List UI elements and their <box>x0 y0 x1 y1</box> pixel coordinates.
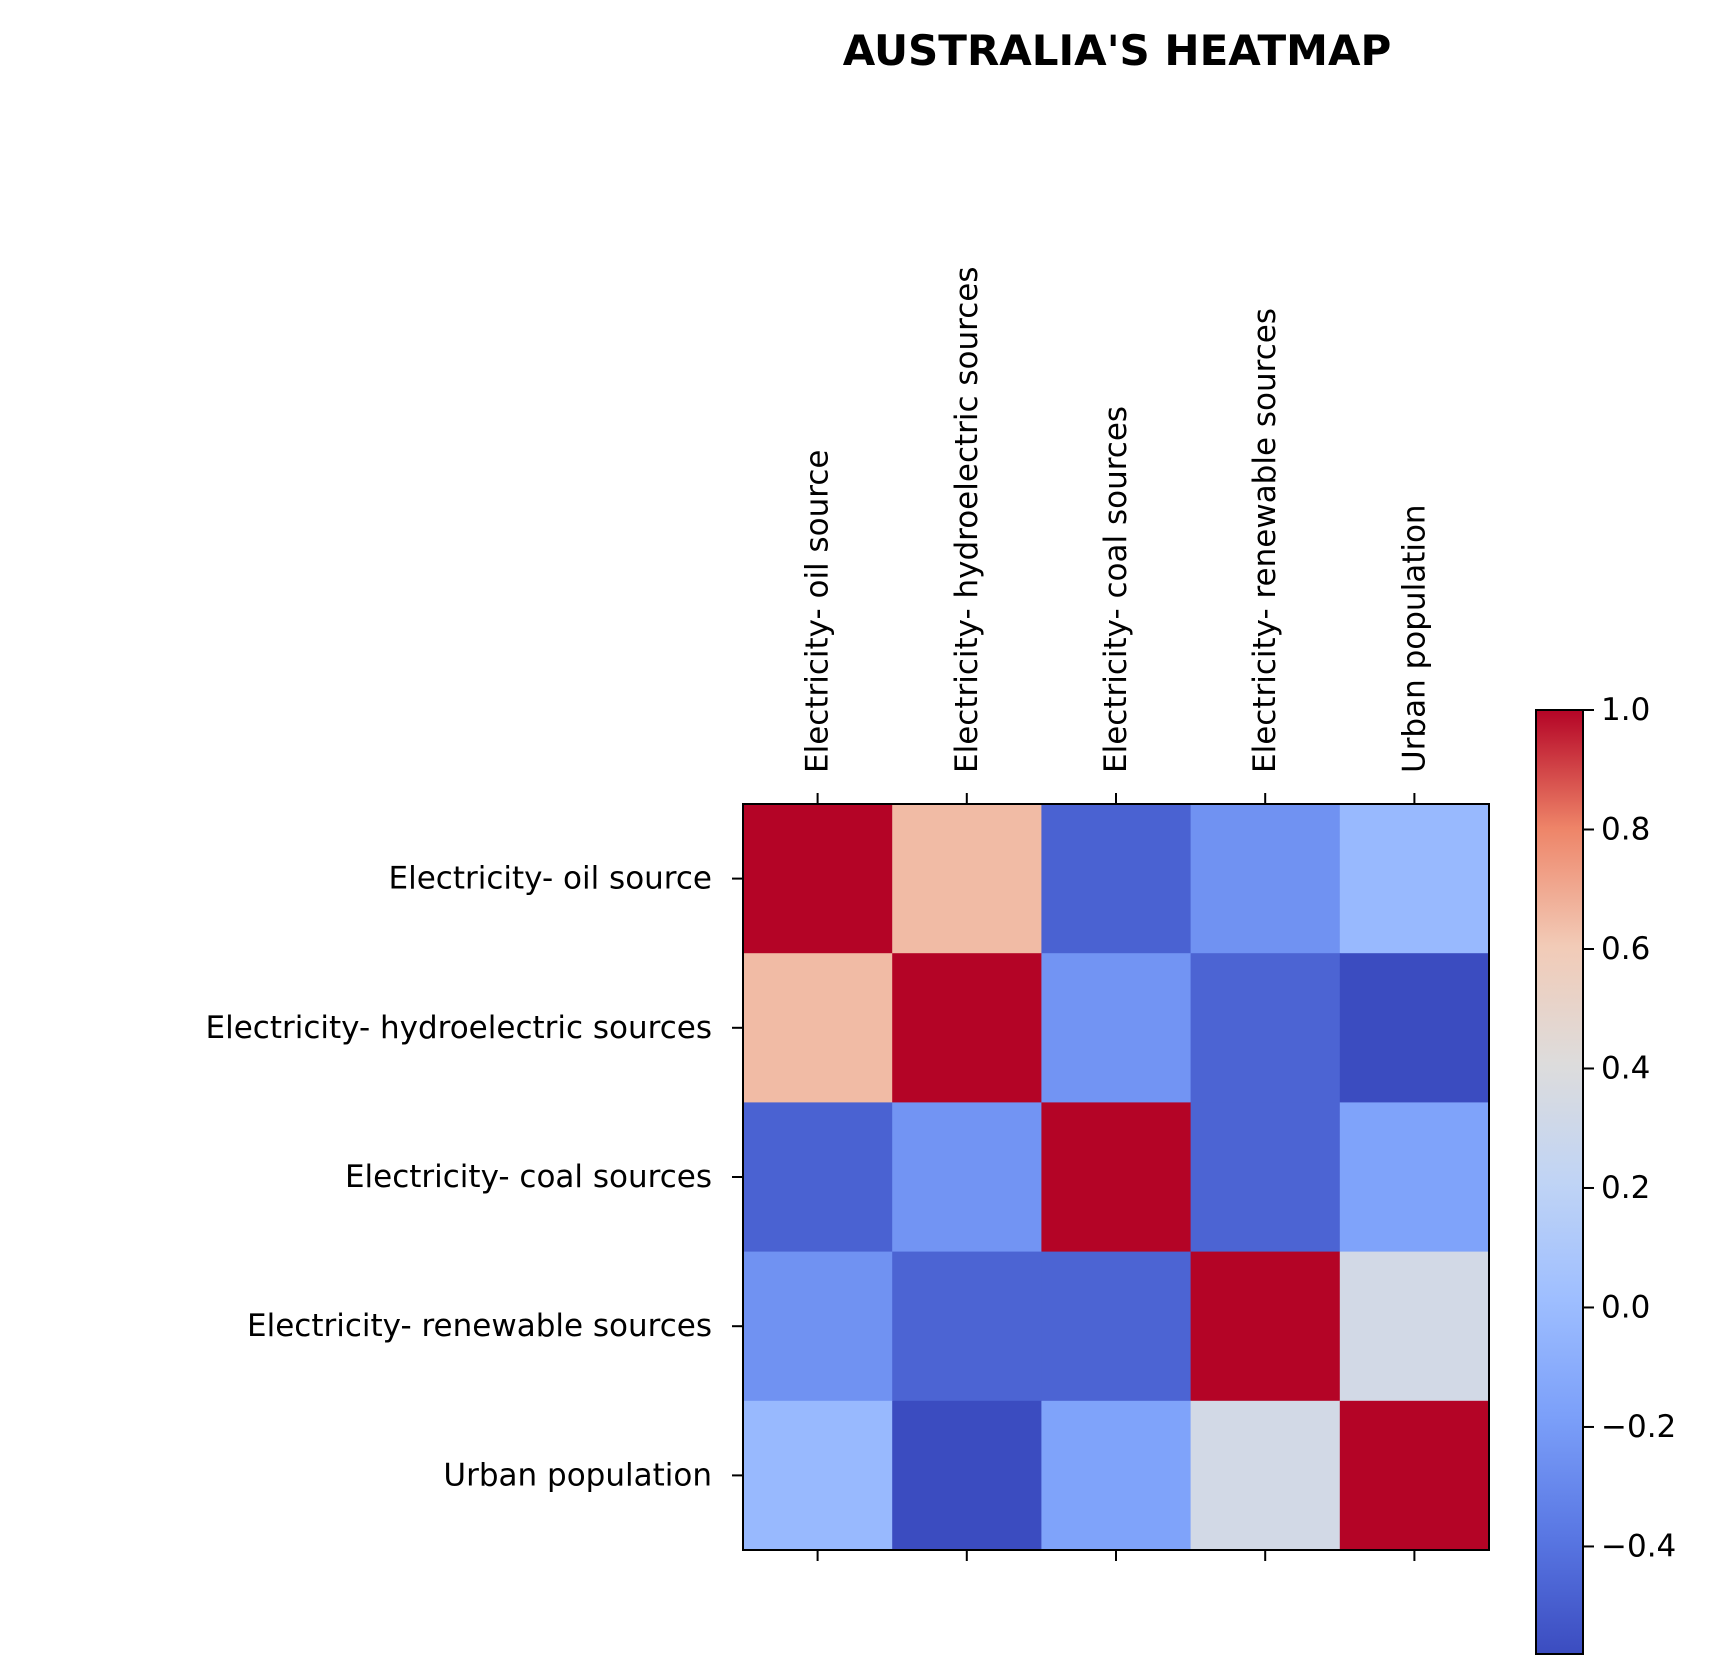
x-ticks-top: Electricity- oil source Electricity- hydr… <box>800 267 1432 804</box>
heatmap-cell <box>892 804 1042 954</box>
heatmap-cell <box>1041 1102 1192 1253</box>
x-tick-label: Electricity- coal sources <box>1098 406 1134 773</box>
heatmap-cell <box>743 1251 893 1402</box>
heatmap-cell <box>1190 953 1341 1103</box>
y-tick-label: Electricity- hydroelectric sources <box>206 1010 713 1046</box>
heatmap-cell <box>1190 804 1341 954</box>
colorbar-gradient <box>1535 709 1584 1655</box>
heatmap-cell <box>1339 1251 1490 1402</box>
colorbar: 1.0 0.8 0.6 0.4 0.2 0.0 −0.2 −0.4 <box>1535 692 1676 1655</box>
colorbar-tick-label: 1.0 <box>1601 692 1650 728</box>
y-tick-label: Urban population <box>443 1457 712 1493</box>
chart-title: AUSTRALIA'S HEATMAP <box>843 26 1392 75</box>
heatmap-cell <box>1339 1400 1490 1551</box>
heatmap-cell <box>743 1102 893 1253</box>
y-tick-label: Electricity- renewable sources <box>247 1308 712 1344</box>
heatmap-cell <box>1041 1400 1192 1551</box>
colorbar-ticks: 1.0 0.8 0.6 0.4 0.2 0.0 −0.2 −0.4 <box>1583 692 1676 1564</box>
heatmap-cell <box>892 1102 1042 1253</box>
heatmap-cell <box>1041 804 1192 954</box>
x-tick-label: Electricity- hydroelectric sources <box>949 267 985 774</box>
y-tick-label: Electricity- oil source <box>389 861 712 897</box>
heatmap-cell <box>892 1400 1042 1551</box>
y-ticks: Electricity- oil source Electricity- hydr… <box>206 861 743 1493</box>
colorbar-tick-label: −0.4 <box>1601 1528 1676 1564</box>
heatmap-cell <box>743 804 893 954</box>
heatmap-cell <box>1190 1102 1341 1253</box>
heatmap-cell <box>1190 1251 1341 1402</box>
colorbar-tick-label: 0.6 <box>1601 931 1650 967</box>
heatmap-cell <box>743 1400 893 1551</box>
heatmap-cell <box>1190 1400 1341 1551</box>
heatmap-cell <box>1339 804 1490 954</box>
heatmap-cell <box>1339 1102 1490 1253</box>
x-ticks-bottom <box>816 1550 1416 1561</box>
heatmap-cell <box>1041 1251 1192 1402</box>
heatmap-cell <box>892 1251 1042 1402</box>
heatmap-cell <box>1041 953 1192 1103</box>
colorbar-tick-label: −0.2 <box>1601 1409 1676 1445</box>
heatmap-cells <box>743 804 1490 1551</box>
heatmap-cell <box>1339 953 1490 1103</box>
colorbar-tick-label: 0.8 <box>1601 811 1650 847</box>
heatmap-cell <box>892 953 1042 1103</box>
y-tick-label: Electricity- coal sources <box>345 1159 712 1195</box>
x-tick-label: Electricity- oil source <box>800 450 836 773</box>
x-tick-label: Electricity- renewable sources <box>1247 308 1283 773</box>
colorbar-tick-label: 0.2 <box>1601 1170 1650 1206</box>
heatmap-cell <box>743 953 893 1103</box>
x-tick-label: Urban population <box>1396 504 1432 773</box>
colorbar-tick-label: 0.0 <box>1601 1289 1650 1325</box>
colorbar-tick-label: 0.4 <box>1601 1050 1650 1086</box>
